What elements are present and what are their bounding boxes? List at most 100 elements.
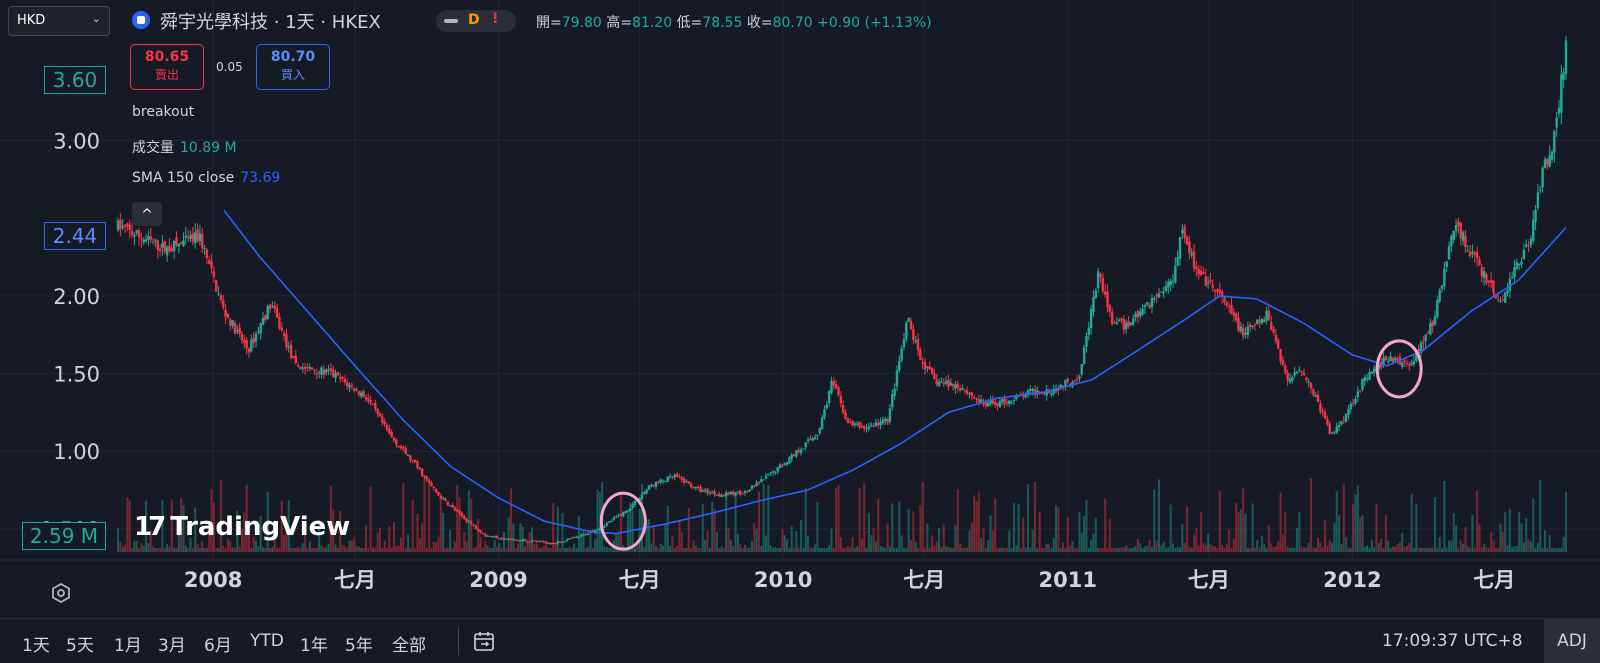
volume-bar xyxy=(1038,511,1041,552)
volume-bar xyxy=(636,543,639,552)
volume-bar xyxy=(1536,542,1539,552)
clock[interactable]: 17:09:37 UTC+8 xyxy=(1382,631,1523,651)
gear-icon[interactable] xyxy=(50,582,72,604)
volume-bar xyxy=(605,547,608,552)
volume-bar xyxy=(1076,547,1079,552)
volume-bar xyxy=(596,489,599,552)
candle-body xyxy=(135,230,138,234)
volume-bar xyxy=(1019,547,1022,552)
warning-icon[interactable]: ! xyxy=(492,11,499,27)
candle-body xyxy=(1185,237,1189,245)
candle-body xyxy=(158,248,162,252)
volume-bar xyxy=(1525,518,1528,552)
candle-body xyxy=(383,421,386,424)
volume-bar xyxy=(774,547,777,552)
candle-body xyxy=(378,413,382,417)
calendar-icon[interactable] xyxy=(472,629,496,653)
delayed-badge[interactable]: D xyxy=(468,12,480,28)
volume-bar xyxy=(1059,547,1062,552)
legend-sma[interactable]: SMA 150 close 73.69 xyxy=(132,170,280,186)
range-button[interactable]: 5年 xyxy=(345,636,373,656)
volume-bar xyxy=(1373,547,1376,552)
collapse-legend-button[interactable]: ^ xyxy=(132,202,162,226)
range-button[interactable]: 3月 xyxy=(158,636,186,656)
range-button[interactable]: 1天 xyxy=(22,636,50,656)
volume-bar xyxy=(231,547,234,552)
candle-body xyxy=(292,356,295,358)
volume-bar xyxy=(545,545,548,552)
candle-body xyxy=(1326,418,1329,425)
volume-bar xyxy=(959,544,962,552)
buy-button[interactable]: 80.70 買入 xyxy=(256,44,330,90)
volume-bar xyxy=(243,512,246,552)
minus-icon[interactable] xyxy=(444,19,458,23)
candle-body xyxy=(1356,391,1360,398)
candle-body xyxy=(411,459,414,461)
volume-bar xyxy=(961,547,964,552)
candle-body xyxy=(509,538,513,540)
symbol-title[interactable]: 舜宇光學科技 · 1天 · HKEX xyxy=(160,12,381,33)
candle-body xyxy=(324,369,328,373)
candle-body xyxy=(526,541,529,543)
candle-body xyxy=(1496,299,1500,301)
volume-bar xyxy=(1408,542,1411,552)
volume-bar xyxy=(456,485,459,552)
range-button[interactable]: YTD xyxy=(250,631,284,651)
volume-bar xyxy=(1031,529,1034,552)
volume-bar xyxy=(1527,539,1530,552)
sell-button[interactable]: 80.65 賣出 xyxy=(130,44,204,90)
candle-body xyxy=(458,510,461,513)
volume-bar xyxy=(498,543,501,552)
x-tick-label: 七月 xyxy=(1473,568,1515,592)
legend-volume[interactable]: 成交量 10.89 M xyxy=(132,137,237,157)
candle-body xyxy=(1510,276,1514,278)
candle-body xyxy=(1218,289,1221,293)
volume-bar xyxy=(374,547,377,552)
legend-study-breakout[interactable]: breakout xyxy=(132,104,194,120)
status-pills[interactable]: D ! xyxy=(436,10,516,32)
candle-body xyxy=(1253,324,1257,326)
volume-bar xyxy=(210,488,213,552)
candle-body xyxy=(675,473,679,477)
range-button[interactable]: 5天 xyxy=(66,636,94,656)
candle-body xyxy=(1008,400,1011,405)
high-label: 高= xyxy=(606,15,633,31)
currency-selector[interactable]: HKD ⌄ xyxy=(8,6,110,36)
range-button[interactable]: 1年 xyxy=(300,636,328,656)
candle-body xyxy=(1445,261,1448,267)
range-button[interactable]: 全部 xyxy=(392,636,426,656)
volume-bar xyxy=(517,543,520,552)
volume-value: 10.89 M xyxy=(180,140,237,156)
volume-bar xyxy=(835,488,838,552)
volume-bar xyxy=(940,547,943,552)
range-button[interactable]: 6月 xyxy=(204,636,232,656)
candle-body xyxy=(1422,341,1425,343)
candle-body xyxy=(116,220,120,230)
volume-bar xyxy=(1190,547,1193,552)
candle-body xyxy=(1045,389,1048,396)
range-button[interactable]: 1月 xyxy=(114,636,142,656)
volume-bar xyxy=(233,547,236,552)
volume-bar xyxy=(187,547,190,552)
volume-bar xyxy=(580,532,583,552)
volume-bar xyxy=(533,544,536,552)
volume-bar xyxy=(664,524,667,552)
volume-bar xyxy=(311,547,314,552)
volume-bar xyxy=(1356,485,1359,552)
volume-bar xyxy=(1249,547,1252,552)
volume-bar xyxy=(1445,547,1448,552)
volume-bar xyxy=(1401,533,1404,552)
candle-body xyxy=(696,486,700,488)
volume-bar xyxy=(830,528,833,552)
candle-body xyxy=(1047,390,1051,394)
volume-bar xyxy=(1515,546,1518,552)
volume-bar xyxy=(807,536,810,552)
highlight-circles xyxy=(599,339,1423,551)
volume-bar xyxy=(860,538,863,552)
adj-button[interactable]: ADJ xyxy=(1544,619,1600,663)
volume-bar xyxy=(252,536,255,552)
volume-bar xyxy=(1394,546,1397,552)
candle-body xyxy=(561,541,564,543)
